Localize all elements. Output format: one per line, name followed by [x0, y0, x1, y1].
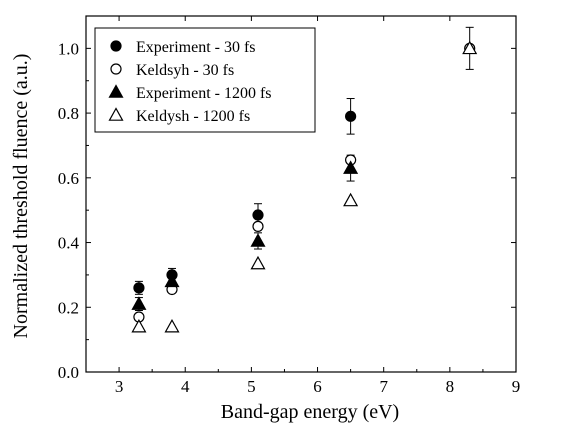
y-tick-label: 0.6	[58, 169, 79, 188]
axis-ticks: 3 4 5 6 7 8 9 0.0 0.2 0.4 0.6 0.8 1.0	[58, 15, 521, 396]
data-point	[164, 273, 180, 288]
data-point	[343, 192, 359, 207]
legend-box	[94, 27, 316, 133]
x-tick-label: 8	[446, 377, 455, 396]
legend-marker	[110, 40, 122, 52]
data-point	[131, 318, 147, 333]
x-tick-label: 5	[247, 377, 256, 396]
data-point	[252, 220, 264, 232]
legend-marker	[108, 84, 124, 98]
x-tick-label: 7	[379, 377, 388, 396]
data-point	[462, 40, 478, 55]
data-points	[131, 40, 478, 333]
data-point	[250, 255, 266, 270]
legend: Experiment - 30 fs Keldsyh - 30 fs Experim…	[94, 27, 316, 133]
data-point	[343, 160, 359, 174]
y-tick-label: 0.8	[58, 104, 79, 123]
x-tick-label: 9	[512, 377, 521, 396]
y-axis-label: Normalized threshold fluence (a.u.)	[10, 54, 32, 339]
legend-marker	[108, 107, 124, 121]
y-tick-label: 0.2	[58, 298, 79, 317]
data-point	[250, 233, 266, 247]
legend-label: Keldsyh - 30 fs	[136, 62, 234, 79]
y-tick-label: 0.4	[58, 234, 80, 253]
legend-label: Keldysh - 1200 fs	[136, 108, 250, 125]
data-point	[345, 110, 357, 122]
data-point	[131, 296, 147, 310]
legend-label: Experiment - 30 fs	[136, 39, 256, 56]
y-tick-label: 0.0	[58, 363, 79, 382]
x-tick-label: 6	[313, 377, 322, 396]
data-point	[164, 318, 180, 333]
y-tick-label: 1.0	[58, 39, 79, 58]
data-point	[133, 282, 145, 294]
legend-marker	[110, 63, 122, 75]
x-axis-label: Band-gap energy (eV)	[221, 401, 399, 423]
x-tick-label: 3	[115, 377, 124, 396]
legend-label: Experiment - 1200 fs	[136, 85, 272, 102]
x-tick-label: 4	[181, 377, 190, 396]
data-point	[252, 209, 264, 221]
plot-area-frame	[85, 15, 517, 373]
